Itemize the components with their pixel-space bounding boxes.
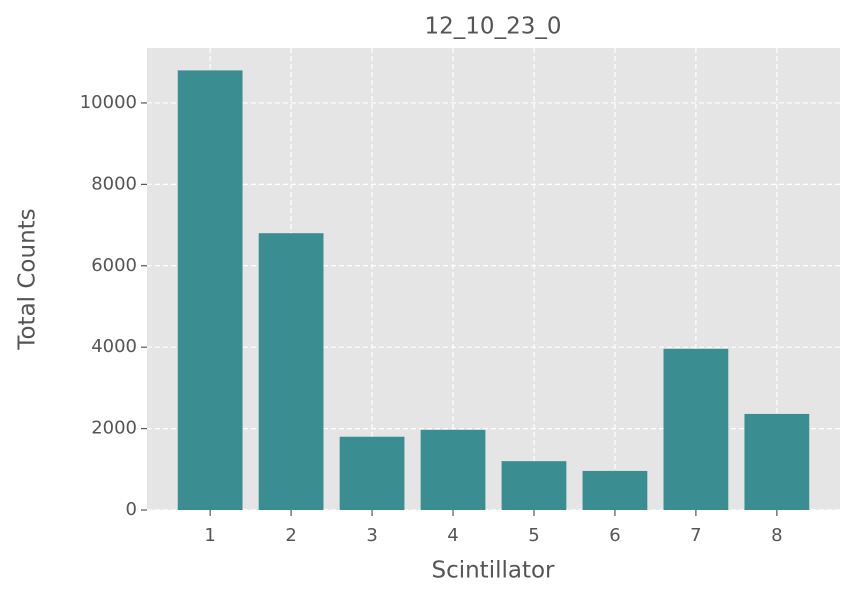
plot-area — [147, 48, 840, 510]
y-tick-label: 4000 — [91, 336, 137, 357]
y-tick-label: 2000 — [91, 418, 137, 439]
y-axis-label: Total Counts — [15, 208, 41, 350]
x-axis-label: Scintillator — [431, 558, 555, 584]
chart-title: 12_10_23_0 — [425, 14, 562, 40]
y-tick-label: 0 — [126, 499, 137, 520]
bar — [663, 348, 729, 510]
bar — [582, 470, 648, 510]
bar — [420, 429, 486, 510]
x-tick-label: 6 — [609, 525, 620, 546]
x-tick-label: 4 — [447, 525, 458, 546]
x-tick-label: 1 — [204, 525, 215, 546]
y-tick-label: 10000 — [80, 92, 137, 113]
bar — [258, 233, 324, 511]
x-tick-label: 2 — [285, 525, 296, 546]
y-tick-label: 6000 — [91, 255, 137, 276]
y-tick-label: 8000 — [91, 173, 137, 194]
x-tick-label: 7 — [690, 525, 701, 546]
bar — [744, 413, 810, 510]
bar — [339, 436, 405, 510]
x-tick-label: 5 — [528, 525, 539, 546]
x-tick-label: 3 — [366, 525, 377, 546]
bar — [177, 70, 243, 510]
x-tick-label: 8 — [771, 525, 782, 546]
bar — [501, 461, 567, 510]
